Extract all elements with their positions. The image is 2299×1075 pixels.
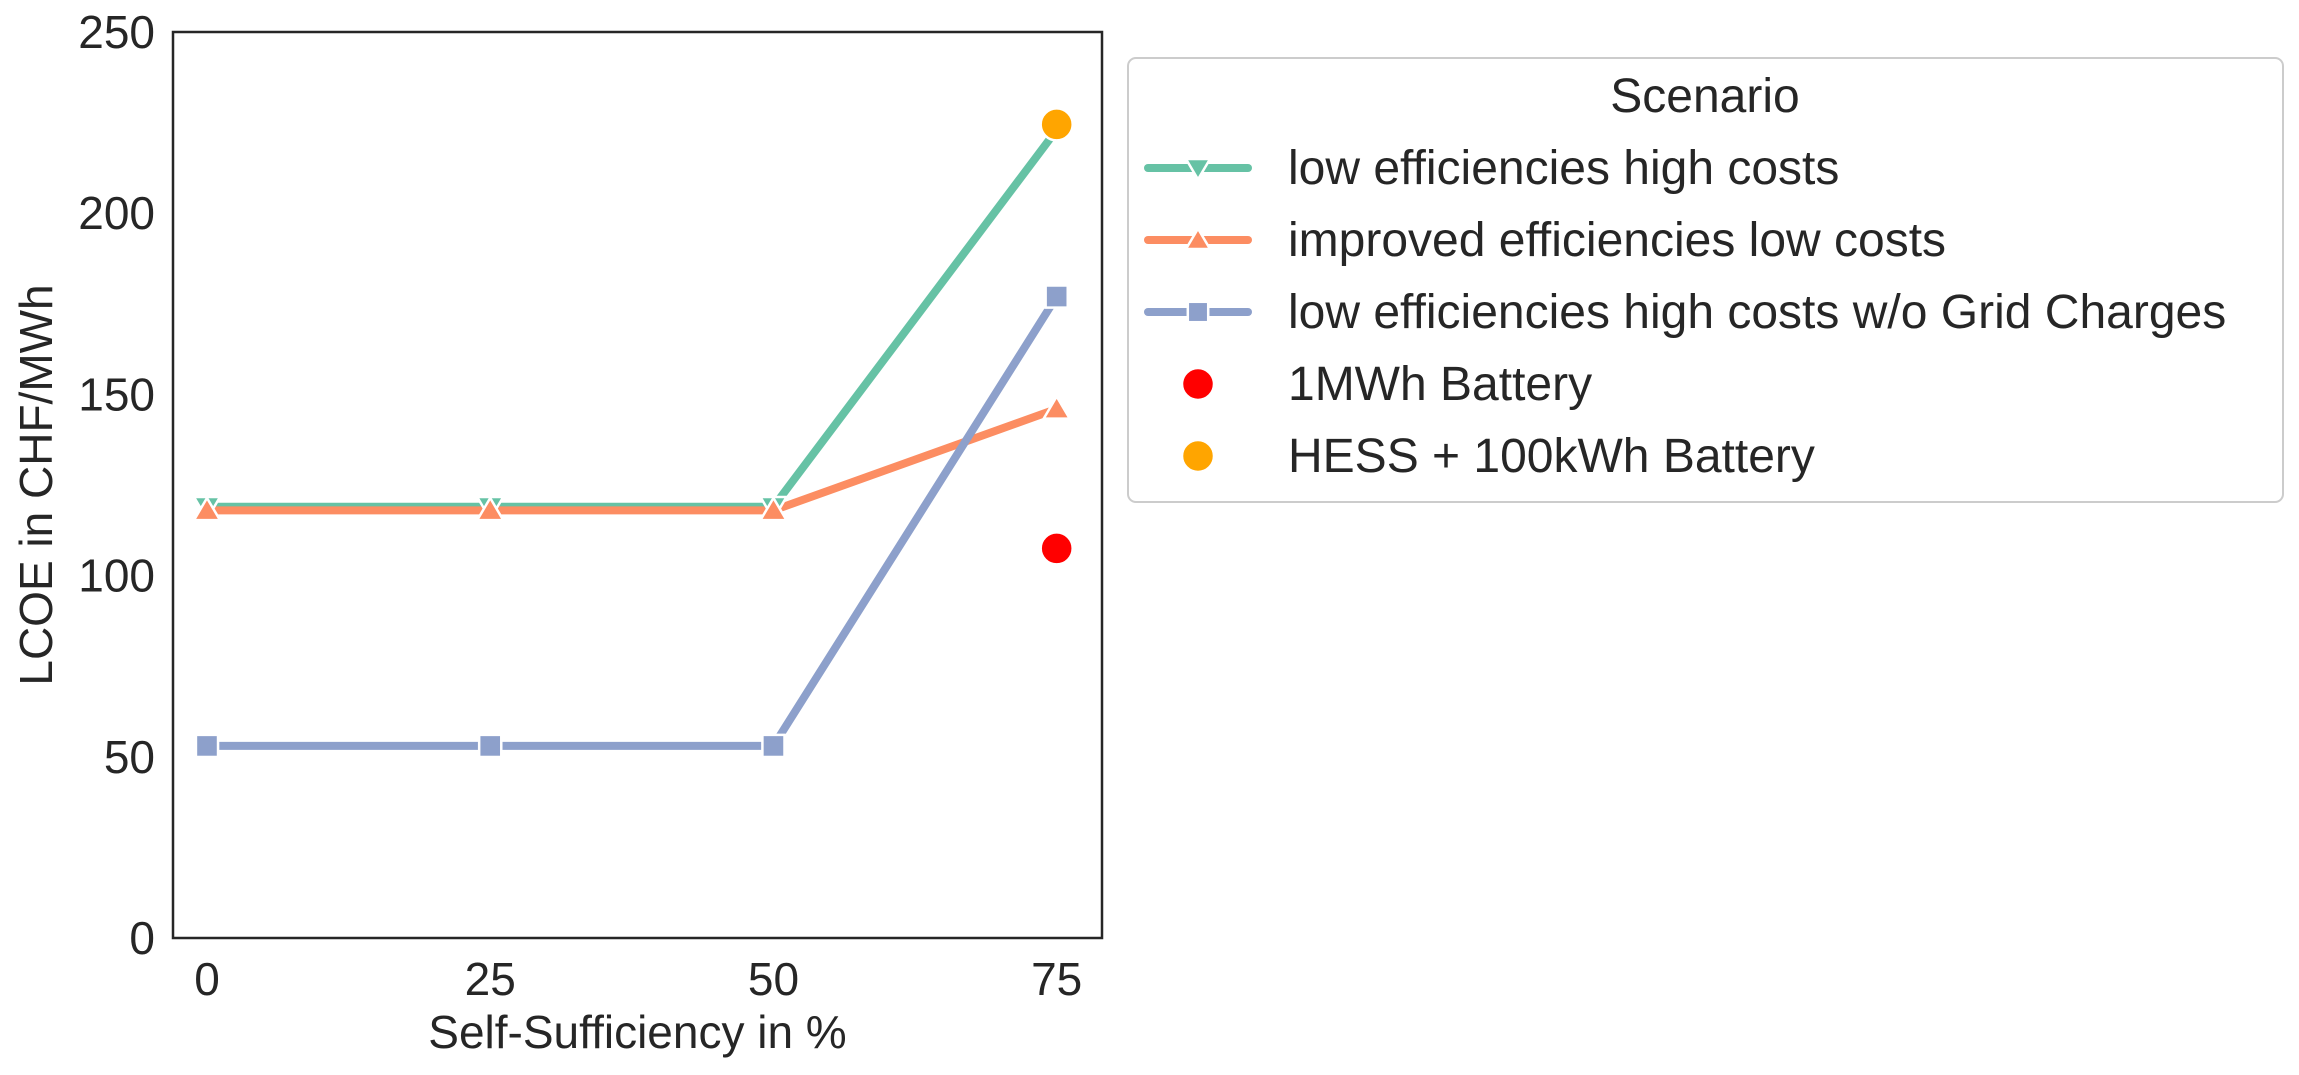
- y-tick-label: 250: [78, 6, 155, 58]
- y-axis-label: LCOE in CHF/MWh: [10, 284, 62, 685]
- axes: 0 25 50 75 0 50 100 150 200 250: [78, 6, 1104, 1005]
- legend-marker: [1180, 438, 1216, 474]
- data-point-2-2: [475, 496, 505, 522]
- legend-marker: [1180, 366, 1216, 402]
- data-point-3-1: [194, 733, 220, 759]
- axes-frame: [171, 30, 1104, 940]
- series-line-3: [202, 292, 1061, 750]
- data-point-2-3: [759, 496, 788, 522]
- data-point-4-1: [1039, 531, 1074, 566]
- y-tick-label: 100: [78, 550, 155, 602]
- legend-label: 1MWh Battery: [1288, 358, 1592, 411]
- x-tick-label: 25: [465, 953, 516, 1005]
- legend-label: low efficiencies high costs: [1288, 142, 1839, 195]
- data-point-2-1: [192, 496, 222, 522]
- series-line-2: [202, 404, 1061, 515]
- legend-label: low efficiencies high costs w/o Grid Cha…: [1288, 286, 2226, 339]
- legend-entry-3: low efficiencies high costs w/o Grid Cha…: [1144, 286, 2226, 339]
- x-tick-label: 0: [194, 953, 220, 1005]
- legend-marker: [1184, 157, 1212, 181]
- legend-entry-4: 1MWh Battery: [1180, 358, 1592, 411]
- legend: Scenario low efficiencies high costs impr…: [1127, 57, 2284, 503]
- legend-label: HESS + 100kWh Battery: [1288, 430, 1815, 483]
- legend-entry-1: low efficiencies high costs: [1144, 142, 1839, 195]
- series-line-1: [202, 125, 1061, 511]
- data-point-2-4: [1042, 395, 1071, 420]
- legend-entries: low efficiencies high costs improved effi…: [1144, 142, 2226, 483]
- data-point-3-3: [761, 733, 786, 759]
- y-tick-label: 200: [78, 187, 155, 239]
- x-tick-label: 75: [1031, 953, 1082, 1005]
- legend-title: Scenario: [1610, 70, 1799, 123]
- y-tick-label: 50: [104, 731, 155, 783]
- x-axis-label: Self-Sufficiency in %: [428, 1006, 846, 1058]
- data-point-5-1: [1039, 107, 1074, 142]
- legend-entry-5: HESS + 100kWh Battery: [1180, 430, 1815, 483]
- data-point-3-4: [1044, 284, 1069, 309]
- legend-entry-2: improved efficiencies low costs: [1144, 214, 1946, 267]
- x-tick-label: 50: [748, 953, 799, 1005]
- plot-area: [192, 107, 1074, 759]
- legend-marker: [1186, 300, 1210, 324]
- y-tick-label: 150: [78, 368, 155, 420]
- legend-marker: [1184, 227, 1212, 251]
- legend-label: improved efficiencies low costs: [1288, 214, 1946, 267]
- data-point-3-2: [477, 733, 503, 759]
- y-tick-label: 0: [129, 912, 155, 964]
- legend-frame: [1127, 57, 2284, 503]
